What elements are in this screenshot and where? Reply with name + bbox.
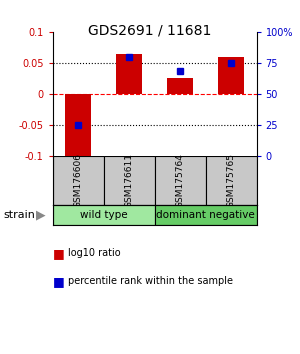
Bar [167, 78, 193, 94]
Bar [154, 155, 206, 205]
Bar [218, 57, 244, 94]
Text: dominant negative: dominant negative [156, 210, 255, 220]
Text: percentile rank within the sample: percentile rank within the sample [68, 276, 232, 286]
Text: GSM175765: GSM175765 [226, 153, 236, 208]
Text: GSM176606: GSM176606 [74, 153, 82, 208]
Bar [103, 155, 154, 205]
Text: GSM175764: GSM175764 [176, 153, 184, 208]
Text: GDS2691 / 11681: GDS2691 / 11681 [88, 23, 212, 37]
Bar [116, 53, 142, 94]
Text: ■: ■ [52, 247, 64, 259]
Text: GSM176611: GSM176611 [124, 153, 134, 208]
Text: log10 ratio: log10 ratio [68, 248, 120, 258]
Bar [154, 205, 256, 225]
Text: ■: ■ [52, 275, 64, 288]
Bar [52, 155, 104, 205]
Bar [65, 94, 91, 155]
Text: ▶: ▶ [36, 209, 45, 221]
Bar [52, 205, 154, 225]
Bar [206, 155, 256, 205]
Text: wild type: wild type [80, 210, 127, 220]
Text: strain: strain [3, 210, 35, 220]
